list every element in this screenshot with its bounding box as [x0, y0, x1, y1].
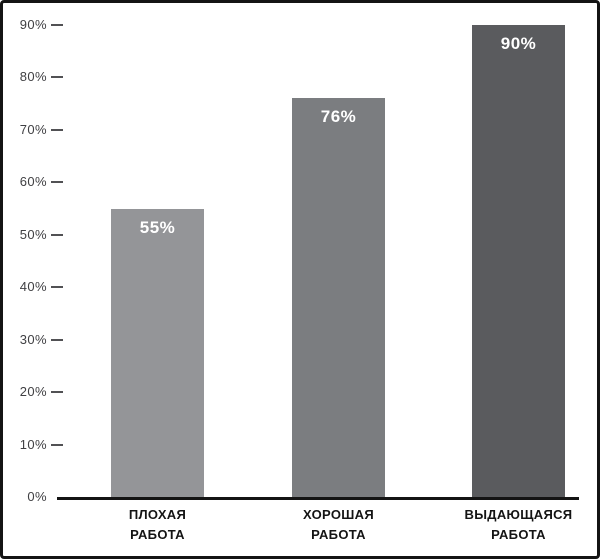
y-tick-label: 20% — [19, 384, 47, 400]
x-axis-line — [57, 497, 579, 500]
y-tick-mark — [51, 76, 63, 79]
bar: 90% — [472, 25, 565, 497]
bar-value-label: 55% — [139, 218, 176, 237]
category-label: ВЫДАЮЩАЯСЯ РАБОТА — [464, 507, 573, 542]
bar-value-label: 76% — [320, 107, 357, 126]
y-tick-mark — [51, 128, 63, 131]
y-tick-label: 80% — [19, 69, 47, 85]
bar-value-label: 90% — [500, 34, 537, 53]
bar-chart: 0% 10% 20% 30% 40% 50% 60% 70% 80% 90% 55% 76% 90% … — [3, 3, 597, 556]
y-tick-mark — [51, 443, 63, 446]
category-label: ХОРОШАЯ РАБОТА — [303, 507, 374, 542]
y-tick-label: 0% — [27, 489, 47, 504]
y-tick-mark — [51, 233, 63, 236]
y-tick-mark — [51, 181, 63, 184]
y-tick-label: 50% — [19, 226, 47, 242]
y-tick-label: 10% — [19, 436, 47, 452]
y-tick-label: 60% — [19, 174, 47, 190]
y-tick-mark — [51, 391, 63, 394]
bar: 76% — [292, 98, 385, 497]
y-tick-label: 90% — [19, 17, 47, 32]
category-label: ПЛОХАЯ РАБОТА — [128, 507, 187, 542]
bar: 55% — [111, 209, 204, 497]
y-tick-mark — [51, 24, 63, 26]
y-tick-mark — [51, 286, 63, 289]
y-tick-label: 70% — [19, 121, 47, 137]
y-tick-label: 30% — [19, 331, 47, 347]
y-tick-label: 40% — [19, 279, 47, 295]
y-tick-mark — [51, 338, 63, 341]
